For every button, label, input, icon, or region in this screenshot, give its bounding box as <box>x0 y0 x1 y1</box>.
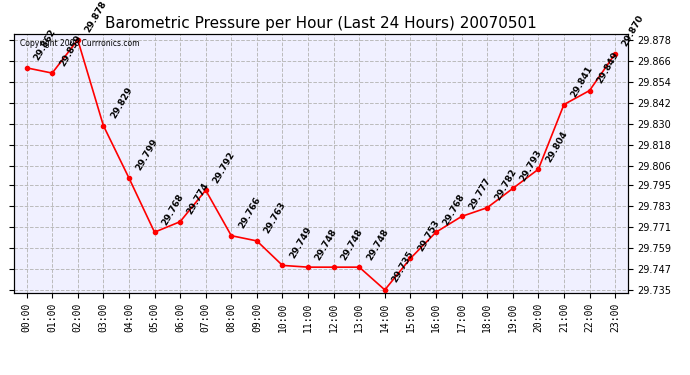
Text: 29.749: 29.749 <box>288 225 313 260</box>
Text: 29.870: 29.870 <box>621 14 646 48</box>
Text: 29.777: 29.777 <box>467 176 493 211</box>
Text: 29.768: 29.768 <box>442 192 466 226</box>
Text: 29.782: 29.782 <box>493 168 518 202</box>
Text: 29.862: 29.862 <box>32 28 57 62</box>
Text: 29.768: 29.768 <box>160 192 186 226</box>
Text: 29.748: 29.748 <box>365 227 390 262</box>
Text: 29.774: 29.774 <box>186 181 211 216</box>
Text: 29.804: 29.804 <box>544 129 569 164</box>
Text: 29.763: 29.763 <box>262 201 288 236</box>
Title: Barometric Pressure per Hour (Last 24 Hours) 20070501: Barometric Pressure per Hour (Last 24 Ho… <box>105 16 537 31</box>
Text: 29.793: 29.793 <box>518 148 544 183</box>
Text: 29.748: 29.748 <box>314 227 339 262</box>
Text: 29.878: 29.878 <box>83 0 108 34</box>
Text: 29.792: 29.792 <box>211 150 237 184</box>
Text: 29.735: 29.735 <box>391 250 415 284</box>
Text: 29.849: 29.849 <box>595 50 620 85</box>
Text: 29.829: 29.829 <box>109 85 134 120</box>
Text: 29.748: 29.748 <box>339 227 364 262</box>
Text: 29.799: 29.799 <box>135 138 160 172</box>
Text: 29.859: 29.859 <box>58 33 83 68</box>
Text: 29.841: 29.841 <box>569 64 595 99</box>
Text: Copyright 2008 Currronics.com: Copyright 2008 Currronics.com <box>20 39 139 48</box>
Text: 29.753: 29.753 <box>416 218 441 253</box>
Text: 29.766: 29.766 <box>237 195 262 230</box>
